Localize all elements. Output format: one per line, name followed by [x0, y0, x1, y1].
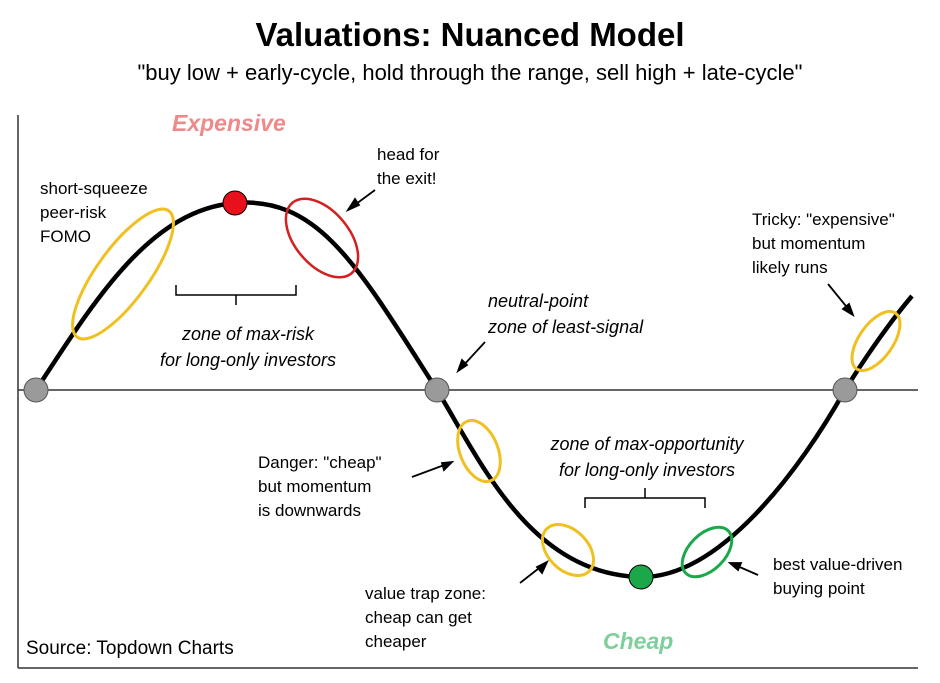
neutral-dot-left: [23, 377, 49, 403]
danger-cheap-arrow: [411, 463, 448, 478]
expensive-label: Expensive: [172, 110, 286, 136]
cheap-label: Cheap: [603, 628, 674, 654]
head-for-exit-ellipse: [284, 197, 360, 279]
arrows: [345, 189, 855, 584]
source-label: Source: Topdown Charts: [26, 638, 234, 659]
tricky-label: Tricky: "expensive" but momentum likely …: [752, 210, 895, 277]
neutral-dot-right: [832, 377, 858, 403]
max-risk-zone-label: zone of max-risk for long-only investors: [159, 324, 337, 370]
peak-dot: [222, 190, 248, 216]
trough-dot: [628, 564, 654, 590]
value-trap-ellipse: [541, 523, 595, 577]
max-opportunity-zone-label: zone of max-opportunity for long-only in…: [550, 434, 744, 480]
chart-subtitle: "buy low + early-cycle, hold through the…: [137, 60, 803, 85]
short-squeeze-ellipse: [71, 207, 175, 341]
danger-cheap-label: Danger: "cheap" but momentum is downward…: [258, 453, 382, 520]
head-for-exit-label: head for the exit!: [377, 145, 440, 188]
value-trap-label: value trap zone: cheap can get cheaper: [365, 584, 486, 651]
max-opportunity-bracket: [584, 488, 706, 508]
danger-cheap-ellipse: [456, 418, 502, 484]
tricky-ellipse: [850, 309, 902, 373]
best-value-label: best value-driven buying point: [773, 555, 903, 598]
max-risk-bracket: [175, 285, 297, 305]
short-squeeze-label: short-squeeze peer-risk FOMO: [40, 179, 148, 246]
neutral-dot-middle: [424, 377, 450, 403]
best-value-ellipse: [680, 525, 734, 579]
neutral-point-label: neutral-point zone of least-signal: [488, 291, 644, 337]
valuation-curve: [34, 200, 914, 580]
chart-title: Valuations: Nuanced Model: [255, 16, 685, 53]
